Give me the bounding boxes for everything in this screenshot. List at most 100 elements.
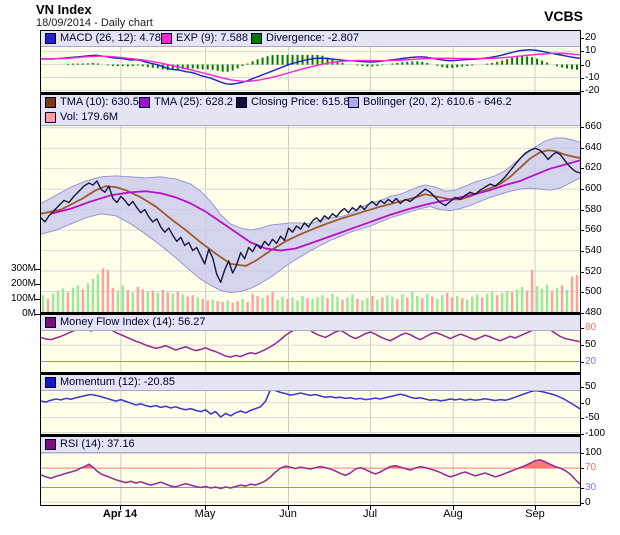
y-axis-tick (580, 433, 584, 435)
y-axis-tick (580, 189, 584, 191)
y-axis-tick (580, 271, 584, 273)
legend-swatch-icon (236, 96, 247, 108)
plot-price (41, 95, 580, 313)
y-axis-label: 50 (585, 381, 597, 393)
y-axis-tick (580, 292, 584, 294)
y-axis-label: -100 (585, 427, 606, 439)
legend-swatch-icon (45, 316, 56, 328)
legend-item: Money Flow Index (14): 56.27 (45, 316, 206, 328)
x-axis-tick (453, 506, 454, 510)
page-title: VN Index (36, 2, 92, 17)
y-axis-label: 20 (585, 356, 597, 368)
legend-label: MACD (26, 12): 4.781 (60, 32, 167, 44)
y-axis-tick (580, 38, 584, 39)
y-axis-tick (580, 91, 584, 93)
legend-item: Closing Price: 615.8 (236, 96, 349, 108)
y-axis-tick (580, 488, 584, 489)
legend-swatch-icon (45, 438, 56, 450)
y-axis-label: 0 (585, 497, 591, 508)
plot-momentum (41, 375, 580, 435)
legend-swatch-icon (45, 32, 56, 44)
y-axis-label: 540 (585, 244, 602, 256)
legend-item: Momentum (12): -20.85 (45, 376, 175, 388)
y-axis-tick (580, 402, 584, 404)
y-axis-tick (580, 468, 584, 469)
y-axis-tick (580, 362, 584, 364)
panel-separator (40, 92, 581, 95)
y-axis-label: -10 (585, 72, 600, 83)
x-axis-label: Apr 14 (102, 508, 138, 520)
y-axis-label: 70 (585, 462, 597, 473)
legend-label: Bollinger (20, 2): 610.6 - 646.2 (363, 96, 512, 108)
legend-label: EXP (9): 7.588 (176, 32, 248, 44)
legend-label: Closing Price: 615.8 (251, 96, 350, 108)
legend-item: MACD (26, 12): 4.781 (45, 32, 167, 44)
legend-label: Momentum (12): -20.85 (60, 376, 175, 388)
legend-item: RSI (14): 37.16 (45, 438, 135, 450)
legend-label: TMA (25): 628.2 (154, 96, 233, 108)
legend-swatch-icon (161, 32, 172, 44)
legend-strip-momentum: Momentum (12): -20.85 (41, 375, 580, 391)
y-axis-label: -20 (585, 85, 600, 97)
legend-label: RSI (14): 37.16 (60, 438, 135, 450)
legend-label: Money Flow Index (14): 56.27 (60, 316, 206, 328)
y-axis-tick (580, 64, 584, 66)
volume-axis-label: 200M (10, 278, 36, 289)
legend-item: Vol: 179.6M (45, 111, 118, 123)
y-axis-tick (580, 51, 584, 53)
y-axis-tick (580, 147, 584, 149)
panel-separator (40, 434, 581, 437)
panel-momentum: Momentum (12): -20.85 (40, 374, 581, 436)
panel-mfi: Money Flow Index (14): 56.27 (40, 314, 581, 374)
y-axis-tick (580, 127, 584, 129)
y-axis-label: 20 (585, 32, 597, 43)
legend-item: TMA (10): 630.5 (45, 96, 139, 108)
y-axis-label: 80 (585, 322, 597, 334)
legend-item: Bollinger (20, 2): 610.6 - 646.2 (348, 96, 512, 108)
y-axis-tick (580, 503, 584, 504)
y-axis-label: 480 (585, 306, 602, 318)
y-axis-label: 30 (585, 482, 597, 493)
brand-logo: VCBS (544, 8, 583, 24)
plot-rsi (41, 437, 580, 505)
x-axis-label: Aug (443, 508, 463, 520)
legend-swatch-icon (45, 376, 56, 388)
y-axis-label: 0 (585, 58, 591, 70)
legend-strip-rsi: RSI (14): 37.16 (41, 437, 580, 453)
volume-axis-tick (35, 299, 40, 300)
legend-item: TMA (25): 628.2 (139, 96, 233, 108)
legend-swatch-icon (251, 32, 262, 44)
y-axis-tick (580, 345, 584, 347)
legend-swatch-icon (45, 96, 56, 108)
panel-separator (40, 372, 581, 375)
y-axis-tick (580, 230, 584, 232)
x-axis-tick (535, 506, 536, 510)
legend-swatch-icon (348, 96, 359, 108)
legend-item: Divergence: -2.807 (251, 32, 359, 44)
x-axis-label: Jul (362, 508, 378, 520)
volume-axis-tick (35, 269, 40, 270)
x-axis-label: Jun (279, 508, 297, 520)
y-axis-tick (580, 418, 584, 420)
y-axis-tick (580, 453, 584, 454)
y-axis-label: 10 (585, 45, 597, 57)
legend-item: EXP (9): 7.588 (161, 32, 248, 44)
legend-label: TMA (10): 630.5 (60, 96, 139, 108)
y-axis-label: 50 (585, 339, 597, 351)
x-axis-tick (120, 506, 121, 510)
y-axis-tick (580, 78, 584, 79)
legend-label: Divergence: -2.807 (266, 32, 359, 44)
y-axis-label: 100 (585, 447, 602, 458)
legend-strip-mfi: Money Flow Index (14): 56.27 (41, 315, 580, 331)
y-axis-tick (580, 250, 584, 252)
y-axis-label: 500 (585, 286, 602, 298)
volume-axis-label: 0M (22, 308, 36, 319)
panel-separator (40, 312, 581, 315)
y-axis-tick (580, 209, 584, 211)
y-axis-tick (580, 328, 584, 330)
legend-label: Vol: 179.6M (60, 111, 119, 123)
volume-axis-tick (35, 284, 40, 285)
legend-strip-price: Vol: 179.6M (41, 110, 580, 126)
y-axis-label: 520 (585, 265, 602, 277)
y-axis-label: 560 (585, 224, 602, 236)
